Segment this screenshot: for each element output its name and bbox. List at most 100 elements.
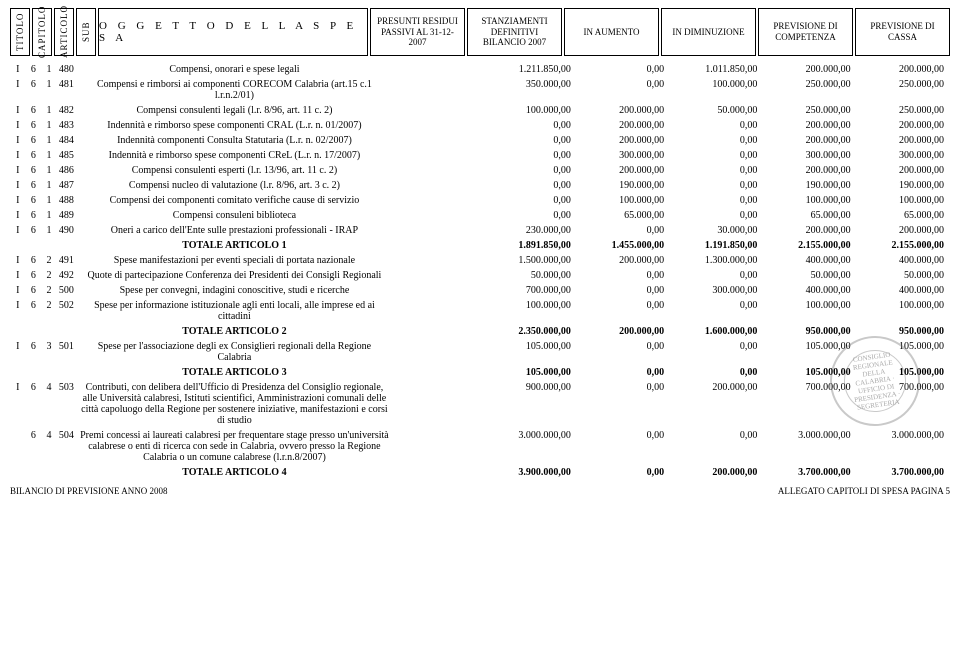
table-row: TOTALE ARTICOLO 22.350.000,00200.000,001… (10, 324, 950, 339)
head-sub: SUB (76, 8, 96, 56)
head-diminuzione: IN DIMINUZIONE (661, 8, 756, 56)
value-cell: 200.000,00 (763, 223, 856, 238)
value-cell: 700.000,00 (763, 380, 856, 428)
description-cell: TOTALE ARTICOLO 1 (76, 238, 393, 253)
code-cell (26, 238, 42, 253)
code-cell: 3 (41, 339, 57, 365)
value-cell: 400.000,00 (857, 253, 950, 268)
code-cell: 480 (57, 62, 76, 77)
head-capitolo: CAPITOLO (32, 8, 52, 56)
code-cell: 503 (57, 380, 76, 428)
value-cell: 250.000,00 (763, 103, 856, 118)
code-cell: 2 (41, 268, 57, 283)
value-cell: 0,00 (670, 133, 763, 148)
description-cell: Compensi consulenti legali (l.r. 8/96, a… (76, 103, 393, 118)
value-cell (393, 77, 484, 103)
code-cell (26, 465, 42, 480)
code-cell: I (10, 193, 26, 208)
table-row: TOTALE ARTICOLO 4 3.900.000,000,00200.000… (10, 465, 950, 480)
code-cell: 500 (57, 283, 76, 298)
code-cell: 2 (41, 298, 57, 324)
value-cell: 0,00 (484, 133, 577, 148)
value-cell: 0,00 (577, 298, 670, 324)
description-cell: TOTALE ARTICOLO 4 (76, 465, 393, 480)
table-row: I61486Compensi consulenti esperti (l.r. … (10, 163, 950, 178)
value-cell (393, 208, 484, 223)
value-cell (393, 118, 484, 133)
code-cell: I (10, 208, 26, 223)
value-cell: 65.000,00 (763, 208, 856, 223)
code-cell: 1 (41, 178, 57, 193)
value-cell: 700.000,00 (857, 380, 950, 428)
value-cell: 0,00 (577, 365, 670, 380)
table-row: I64503Contributi, con delibera dell'Uffi… (10, 380, 950, 428)
footer-left: BILANCIO DI PREVISIONE ANNO 2008 (10, 486, 168, 496)
value-cell: 105.000,00 (484, 365, 577, 380)
value-cell (393, 380, 484, 428)
table-row: I61482Compensi consulenti legali (l.r. 8… (10, 103, 950, 118)
value-cell: 200.000,00 (763, 62, 856, 77)
value-cell: 0,00 (670, 163, 763, 178)
value-cell: 300.000,00 (857, 148, 950, 163)
code-cell: 1 (41, 133, 57, 148)
code-cell: 490 (57, 223, 76, 238)
value-cell: 100.000,00 (484, 103, 577, 118)
value-cell: 400.000,00 (763, 283, 856, 298)
code-cell: 1 (41, 163, 57, 178)
value-cell: 0,00 (670, 339, 763, 365)
code-cell (10, 465, 26, 480)
code-cell: 6 (26, 77, 42, 103)
head-oggetto: O G G E T T O D E L L A S P E S A (98, 8, 368, 56)
value-cell: 0,00 (577, 465, 670, 480)
description-cell: Compensi, onorari e spese legali (76, 62, 393, 77)
value-cell: 105.000,00 (484, 339, 577, 365)
value-cell: 100.000,00 (857, 193, 950, 208)
code-cell (41, 324, 57, 339)
description-cell: TOTALE ARTICOLO 2 (76, 324, 393, 339)
code-cell: I (10, 223, 26, 238)
value-cell: 950.000,00 (857, 324, 950, 339)
description-cell: Contributi, con delibera dell'Ufficio di… (76, 380, 393, 428)
value-cell: 300.000,00 (577, 148, 670, 163)
code-cell: 6 (26, 163, 42, 178)
value-cell (393, 148, 484, 163)
code-cell (10, 324, 26, 339)
code-cell: 4 (41, 380, 57, 428)
description-cell: Quote di partecipazione Conferenza dei P… (76, 268, 393, 283)
value-cell: 1.011.850,00 (670, 62, 763, 77)
code-cell: 492 (57, 268, 76, 283)
description-cell: Premi concessi ai laureati calabresi per… (76, 428, 393, 465)
value-cell: 0,00 (670, 178, 763, 193)
table-row: I62500Spese per convegni, indagini conos… (10, 283, 950, 298)
code-cell (10, 365, 26, 380)
description-cell: Spese per l'associazione degli ex Consig… (76, 339, 393, 365)
code-cell: 483 (57, 118, 76, 133)
value-cell: 200.000,00 (763, 163, 856, 178)
table-row: I62491Spese manifestazioni per eventi sp… (10, 253, 950, 268)
value-cell: 0,00 (484, 148, 577, 163)
code-cell (57, 238, 76, 253)
code-cell: 481 (57, 77, 76, 103)
description-cell: Compensi dei componenti comitato verific… (76, 193, 393, 208)
table-row: I61489Compensi consuleni biblioteca0,006… (10, 208, 950, 223)
value-cell: 200.000,00 (670, 465, 763, 480)
code-cell: 2 (41, 253, 57, 268)
value-cell: 2.155.000,00 (763, 238, 856, 253)
value-cell: 3.000.000,00 (857, 428, 950, 465)
value-cell: 200.000,00 (857, 62, 950, 77)
value-cell (393, 465, 484, 480)
code-cell: I (10, 380, 26, 428)
code-cell: 1 (41, 148, 57, 163)
value-cell: 100.000,00 (763, 298, 856, 324)
description-cell: TOTALE ARTICOLO 3 (76, 365, 393, 380)
code-cell: 6 (26, 223, 42, 238)
table-row: I61480Compensi, onorari e spese legali1.… (10, 62, 950, 77)
value-cell: 3.900.000,00 (484, 465, 577, 480)
value-cell (393, 238, 484, 253)
head-competenza: PREVISIONE DI COMPETENZA (758, 8, 853, 56)
table-row: TOTALE ARTICOLO 3105.000,000,000,00105.0… (10, 365, 950, 380)
table-row: I61488Compensi dei componenti comitato v… (10, 193, 950, 208)
value-cell: 300.000,00 (670, 283, 763, 298)
table-row: I61484Indennità componenti Consulta Stat… (10, 133, 950, 148)
table-row: I61481Compensi e rimborsi ai componenti … (10, 77, 950, 103)
